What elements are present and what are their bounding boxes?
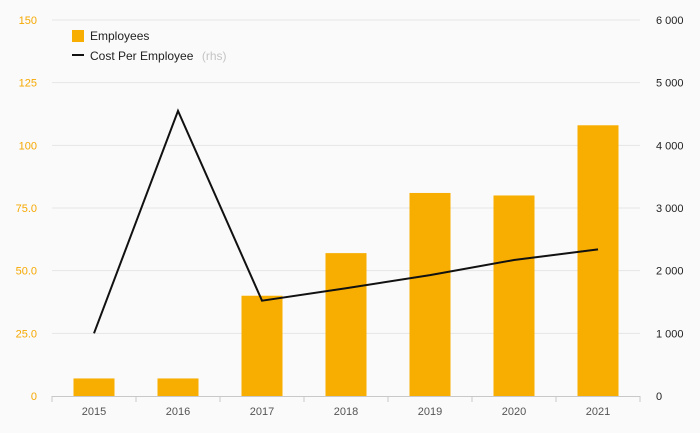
bar-employees-2016 [157, 378, 199, 396]
x-tick-label: 2019 [418, 406, 442, 418]
bar-employees-2018 [325, 253, 367, 396]
left-tick-label: 100 [19, 140, 37, 152]
bar-employees-2020 [493, 195, 535, 396]
left-tick-label: 150 [19, 15, 37, 27]
left-tick-label: 125 [19, 78, 37, 90]
x-tick-label: 2017 [250, 406, 274, 418]
left-axis-ticks: 0 25.0 50.0 75.0 100 125 150 [16, 15, 37, 403]
right-tick-label: 2 000 [656, 266, 684, 278]
left-tick-label: 0 [31, 391, 37, 403]
right-tick-label: 0 [656, 391, 662, 403]
legend-label-employees: Employees [90, 29, 149, 43]
right-tick-label: 6 000 [656, 15, 684, 27]
left-tick-label: 50.0 [16, 266, 37, 278]
legend-label-cost-name: Cost Per Employee [90, 49, 194, 63]
right-tick-label: 4 000 [656, 140, 684, 152]
x-tick-label: 2018 [334, 406, 358, 418]
bar-employees-2015 [73, 378, 115, 396]
employees-bars [73, 125, 619, 396]
bar-employees-2021 [577, 125, 619, 396]
bar-employees-2019 [409, 192, 451, 396]
x-tick-label: 2020 [502, 406, 526, 418]
right-axis-ticks: 0 1 000 2 000 3 000 4 000 5 000 6 000 [656, 15, 684, 403]
cost-per-employee-line [93, 108, 599, 334]
x-tick-label: 2015 [82, 406, 106, 418]
legend-label-cost-per-employee: Cost Per Employee (rhs) [90, 47, 227, 64]
left-tick-label: 75.0 [16, 203, 37, 215]
line-cost-per-employee [93, 108, 599, 334]
right-tick-label: 3 000 [656, 203, 684, 215]
x-axis: 2015 2016 2017 2018 2019 2020 2021 [51, 396, 641, 418]
right-tick-label: 5 000 [656, 78, 684, 90]
left-tick-label: 25.0 [16, 328, 37, 340]
legend-label-rhs: (rhs) [202, 49, 227, 63]
x-tick-label: 2016 [166, 406, 190, 418]
legend-swatch-employees [72, 30, 84, 42]
bar-employees-2017 [241, 295, 283, 396]
legend: Employees Cost Per Employee (rhs) [72, 29, 227, 64]
x-tick-label: 2021 [586, 406, 610, 418]
gridlines [52, 19, 640, 334]
right-tick-label: 1 000 [656, 328, 684, 340]
